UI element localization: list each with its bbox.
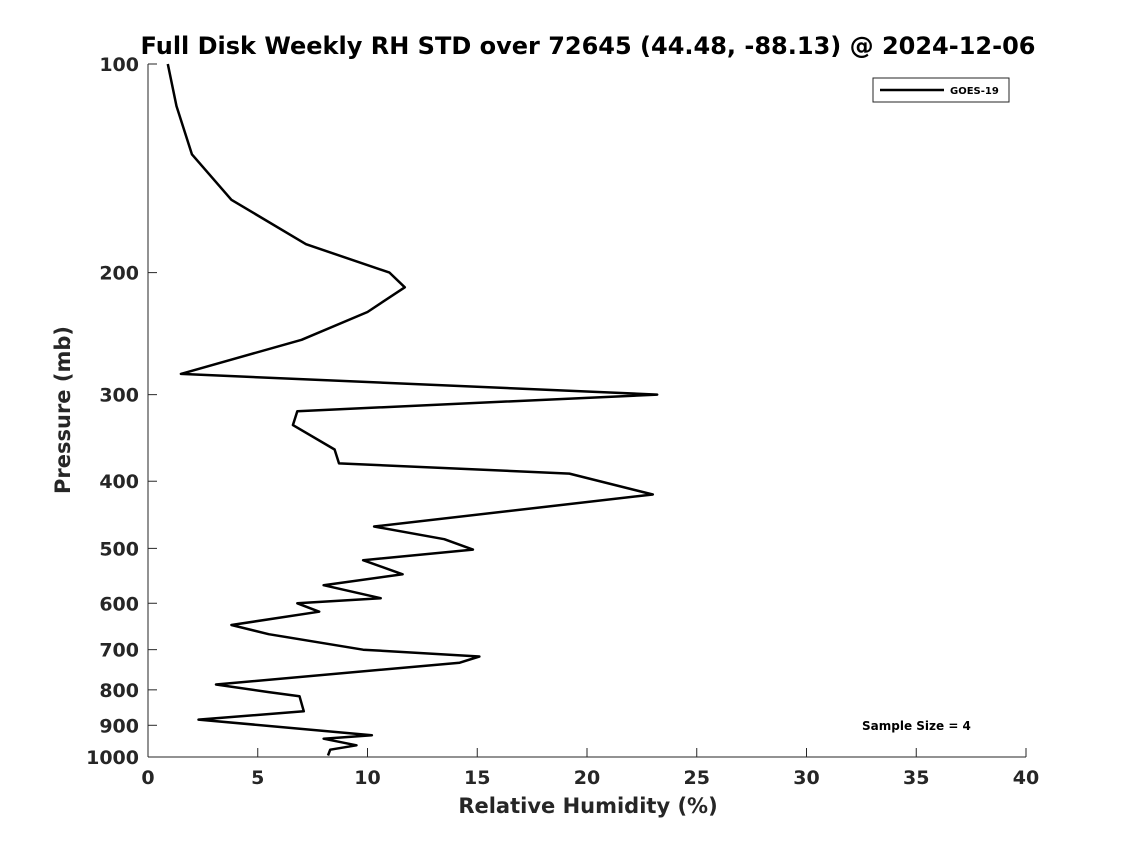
y-tick-label: 100 bbox=[99, 54, 139, 76]
y-tick-label: 500 bbox=[99, 538, 139, 560]
y-tick-label: 800 bbox=[99, 680, 139, 702]
y-axis: 100 200 300 400 500 600 700 800 900 1000 bbox=[86, 54, 157, 769]
x-tick-label: 35 bbox=[903, 767, 929, 789]
y-tick-label: 700 bbox=[99, 640, 139, 662]
plot-area bbox=[166, 63, 659, 756]
y-tick-label: 300 bbox=[99, 385, 139, 407]
x-axis: 0 5 10 15 20 25 30 35 40 bbox=[141, 748, 1039, 789]
x-tick-label: 25 bbox=[684, 767, 710, 789]
x-tick-label: 40 bbox=[1013, 767, 1039, 789]
legend: GOES-19 bbox=[872, 77, 1010, 103]
x-axis-label: Relative Humidity (%) bbox=[458, 794, 717, 818]
y-tick-label: 1000 bbox=[86, 747, 139, 769]
y-axis-label: Pressure (mb) bbox=[51, 326, 75, 494]
x-tick-label: 15 bbox=[464, 767, 490, 789]
y-tick-label: 400 bbox=[99, 471, 139, 493]
x-tick-label: 20 bbox=[574, 767, 600, 789]
x-tick-label: 0 bbox=[141, 767, 154, 789]
y-tick-label: 900 bbox=[99, 715, 139, 737]
chart-title: Full Disk Weekly RH STD over 72645 (44.4… bbox=[141, 32, 1036, 60]
sample-size-annotation: Sample Size = 4 bbox=[862, 719, 971, 733]
x-tick-label: 30 bbox=[793, 767, 819, 789]
x-tick-label: 10 bbox=[354, 767, 380, 789]
y-tick-label: 600 bbox=[99, 593, 139, 615]
x-tick-label: 5 bbox=[251, 767, 264, 789]
y-tick-label: 200 bbox=[99, 263, 139, 285]
legend-entry-goes-19: GOES-19 bbox=[950, 86, 999, 97]
series-line-goes-19 bbox=[166, 63, 659, 756]
